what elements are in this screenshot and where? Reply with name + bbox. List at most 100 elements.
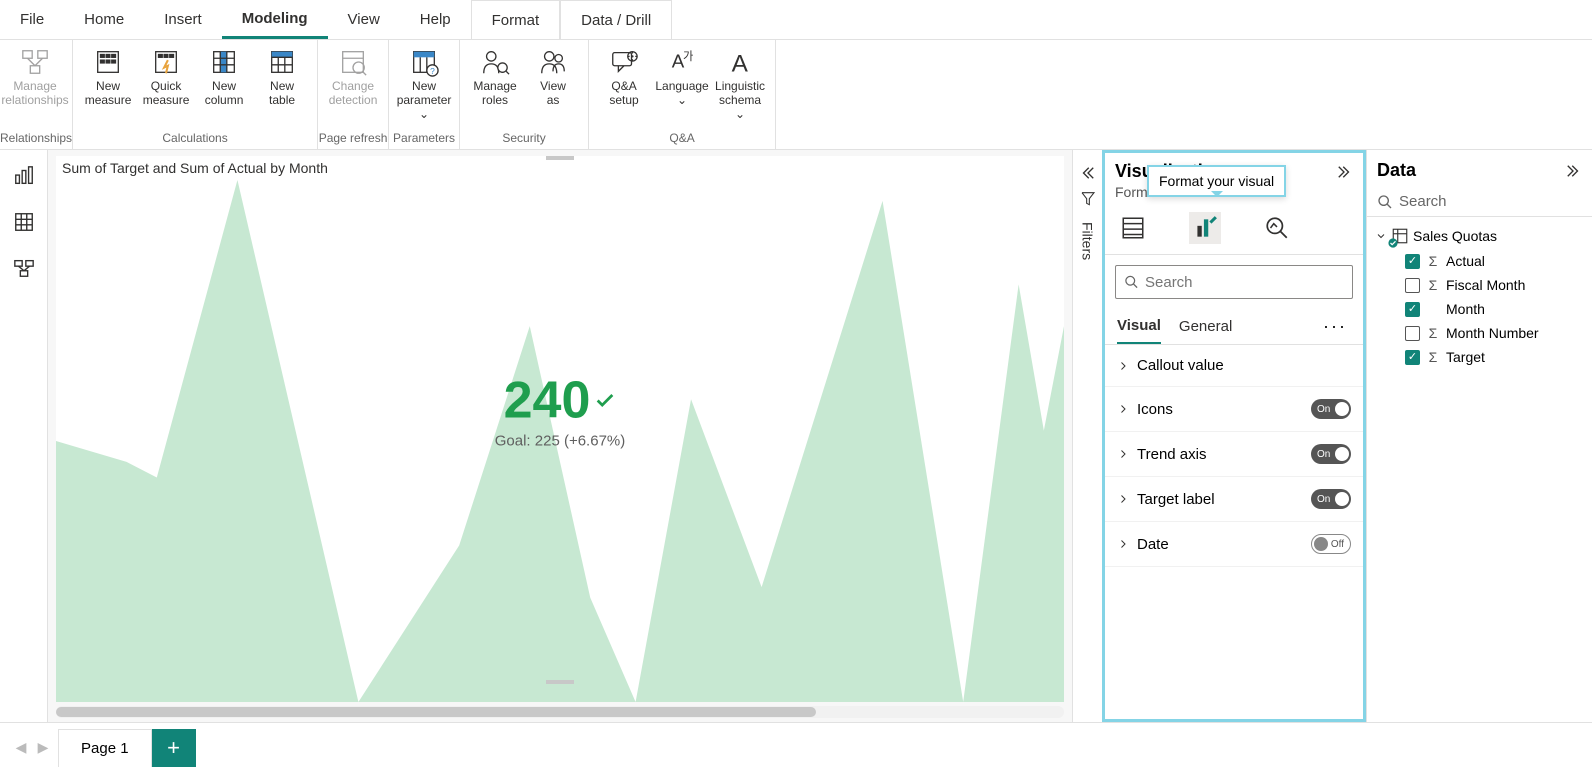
toggle-target-label[interactable]: On bbox=[1311, 489, 1351, 509]
resize-handle-bottom[interactable] bbox=[546, 680, 574, 684]
ribbon-group-label: Q&A bbox=[589, 129, 775, 149]
collapse-vis-pane-icon[interactable] bbox=[1335, 163, 1353, 181]
collapse-data-pane-icon[interactable] bbox=[1564, 162, 1582, 180]
search-icon bbox=[1377, 194, 1393, 210]
data-pane: Data Search Sales Quotas ΣActualΣFiscal … bbox=[1366, 150, 1592, 722]
new-parameter-button[interactable]: ? New parameter ⌄ bbox=[395, 44, 453, 123]
chevron-right-icon bbox=[1117, 538, 1129, 550]
new-measure-icon bbox=[92, 46, 124, 78]
data-view-icon[interactable] bbox=[12, 210, 36, 234]
menu-help[interactable]: Help bbox=[400, 0, 471, 39]
build-visual-tab-icon[interactable] bbox=[1117, 212, 1149, 244]
format-visual-tab-icon[interactable] bbox=[1189, 212, 1221, 244]
left-nav-rail bbox=[0, 150, 48, 722]
expand-filters-icon[interactable] bbox=[1079, 164, 1097, 182]
field-name: Month bbox=[1446, 301, 1485, 317]
subtab-visual[interactable]: Visual bbox=[1117, 309, 1161, 344]
kpi-visual-container[interactable]: Sum of Target and Sum of Actual by Month… bbox=[56, 156, 1064, 702]
analytics-tab-icon[interactable] bbox=[1261, 212, 1293, 244]
field-name: Month Number bbox=[1446, 325, 1539, 341]
vis-search-box[interactable] bbox=[1115, 265, 1353, 299]
field-name: Target bbox=[1446, 349, 1485, 365]
manage-roles-button[interactable]: Manage roles bbox=[466, 44, 524, 110]
card-trend-axis[interactable]: Trend axis On bbox=[1105, 432, 1363, 477]
table-node[interactable]: Sales Quotas bbox=[1371, 223, 1588, 249]
qa-setup-button[interactable]: Q&A setup bbox=[595, 44, 653, 110]
manage-relationships-icon bbox=[19, 46, 51, 78]
add-page-button[interactable]: + bbox=[152, 729, 196, 767]
field-fiscal-month[interactable]: ΣFiscal Month bbox=[1371, 273, 1588, 297]
fields-list: ΣActualΣFiscal Month Month ΣMonth Number ΣT… bbox=[1371, 249, 1588, 369]
menu-file[interactable]: File bbox=[0, 0, 64, 39]
card-label: Callout value bbox=[1137, 357, 1224, 374]
linguistic-schema-button[interactable]: ALinguistic schema ⌄ bbox=[711, 44, 769, 123]
field-checkbox[interactable] bbox=[1405, 302, 1420, 317]
kpi-value-number: 240 bbox=[504, 370, 591, 430]
field-name: Fiscal Month bbox=[1446, 277, 1525, 293]
view-as-label: View as bbox=[540, 80, 566, 108]
kpi-overlay: 240 Goal: 225 (+6.67%) bbox=[56, 370, 1064, 449]
sigma-icon: Σ bbox=[1426, 349, 1440, 365]
menu-home[interactable]: Home bbox=[64, 0, 144, 39]
resize-handle-top[interactable] bbox=[546, 156, 574, 160]
ribbon: Manage relationshipsRelationshipsNew mea… bbox=[0, 40, 1592, 150]
svg-text:가: 가 bbox=[683, 50, 693, 63]
chevron-right-icon bbox=[1117, 360, 1129, 372]
quick-measure-button[interactable]: Quick measure bbox=[137, 44, 195, 110]
card-target-label[interactable]: Target labelOn bbox=[1105, 477, 1363, 522]
page-nav-next[interactable]: ▶ bbox=[32, 739, 54, 756]
new-measure-button[interactable]: New measure bbox=[79, 44, 137, 110]
field-month-number[interactable]: ΣMonth Number bbox=[1371, 321, 1588, 345]
field-month[interactable]: Month bbox=[1371, 297, 1588, 321]
menu-datadrill[interactable]: Data / Drill bbox=[560, 0, 672, 39]
toggle-trend-axis[interactable]: On bbox=[1311, 444, 1351, 464]
linguistic-schema-icon: A bbox=[724, 46, 756, 78]
ribbon-group-q-a: Q&A setup A가Language ⌄ALinguistic schema … bbox=[589, 40, 776, 149]
page-tab-1[interactable]: Page 1 bbox=[58, 729, 152, 767]
field-checkbox[interactable] bbox=[1405, 278, 1420, 293]
card-callout-value[interactable]: Callout value bbox=[1105, 345, 1363, 387]
field-actual[interactable]: ΣActual bbox=[1371, 249, 1588, 273]
menu-modeling[interactable]: Modeling bbox=[222, 0, 328, 39]
ribbon-group-label: Calculations bbox=[73, 129, 317, 149]
menu-view[interactable]: View bbox=[328, 0, 400, 39]
filters-label: Filters bbox=[1080, 222, 1096, 260]
vis-search-input[interactable] bbox=[1145, 274, 1344, 291]
quick-measure-label: Quick measure bbox=[143, 80, 190, 108]
field-name: Actual bbox=[1446, 253, 1485, 269]
data-search[interactable]: Search bbox=[1367, 187, 1592, 217]
qa-setup-label: Q&A setup bbox=[609, 80, 638, 108]
menu-format[interactable]: Format bbox=[471, 0, 561, 39]
toggle-date[interactable]: Off bbox=[1311, 534, 1351, 554]
field-checkbox[interactable] bbox=[1405, 326, 1420, 341]
new-table-label: New table bbox=[269, 80, 295, 108]
card-date[interactable]: Date Off bbox=[1105, 522, 1363, 567]
change-detection-icon bbox=[337, 46, 369, 78]
format-tooltip: Format your visual bbox=[1147, 165, 1286, 197]
ribbon-group-label: Parameters bbox=[389, 129, 459, 149]
page-nav-prev[interactable]: ◀ bbox=[10, 739, 32, 756]
kpi-value: 240 bbox=[504, 370, 617, 430]
card-label: Date bbox=[1137, 536, 1169, 553]
field-target[interactable]: Σ Target bbox=[1371, 345, 1588, 369]
filter-funnel-icon[interactable] bbox=[1080, 190, 1096, 206]
new-column-button[interactable]: New column bbox=[195, 44, 253, 110]
svg-text:?: ? bbox=[430, 66, 435, 76]
toggle-icons[interactable]: On bbox=[1311, 399, 1351, 419]
report-canvas[interactable]: Sum of Target and Sum of Actual by Month… bbox=[48, 150, 1072, 722]
subtab-general[interactable]: General bbox=[1179, 310, 1232, 343]
model-view-icon[interactable] bbox=[12, 256, 36, 280]
subtab-more-icon[interactable]: ··· bbox=[1323, 316, 1351, 337]
field-checkbox[interactable] bbox=[1405, 254, 1420, 269]
field-checkbox[interactable] bbox=[1405, 350, 1420, 365]
new-parameter-label: New parameter ⌄ bbox=[397, 80, 452, 121]
menu-insert[interactable]: Insert bbox=[144, 0, 222, 39]
view-as-button[interactable]: View as bbox=[524, 44, 582, 110]
canvas-scrollbar[interactable] bbox=[56, 706, 1064, 718]
card-label: Trend axis bbox=[1137, 446, 1206, 463]
report-view-icon[interactable] bbox=[12, 164, 36, 188]
ribbon-group-label: Relationships bbox=[0, 129, 72, 149]
card-icons[interactable]: IconsOn bbox=[1105, 387, 1363, 432]
language-button[interactable]: A가Language ⌄ bbox=[653, 44, 711, 110]
new-table-button[interactable]: New table bbox=[253, 44, 311, 110]
